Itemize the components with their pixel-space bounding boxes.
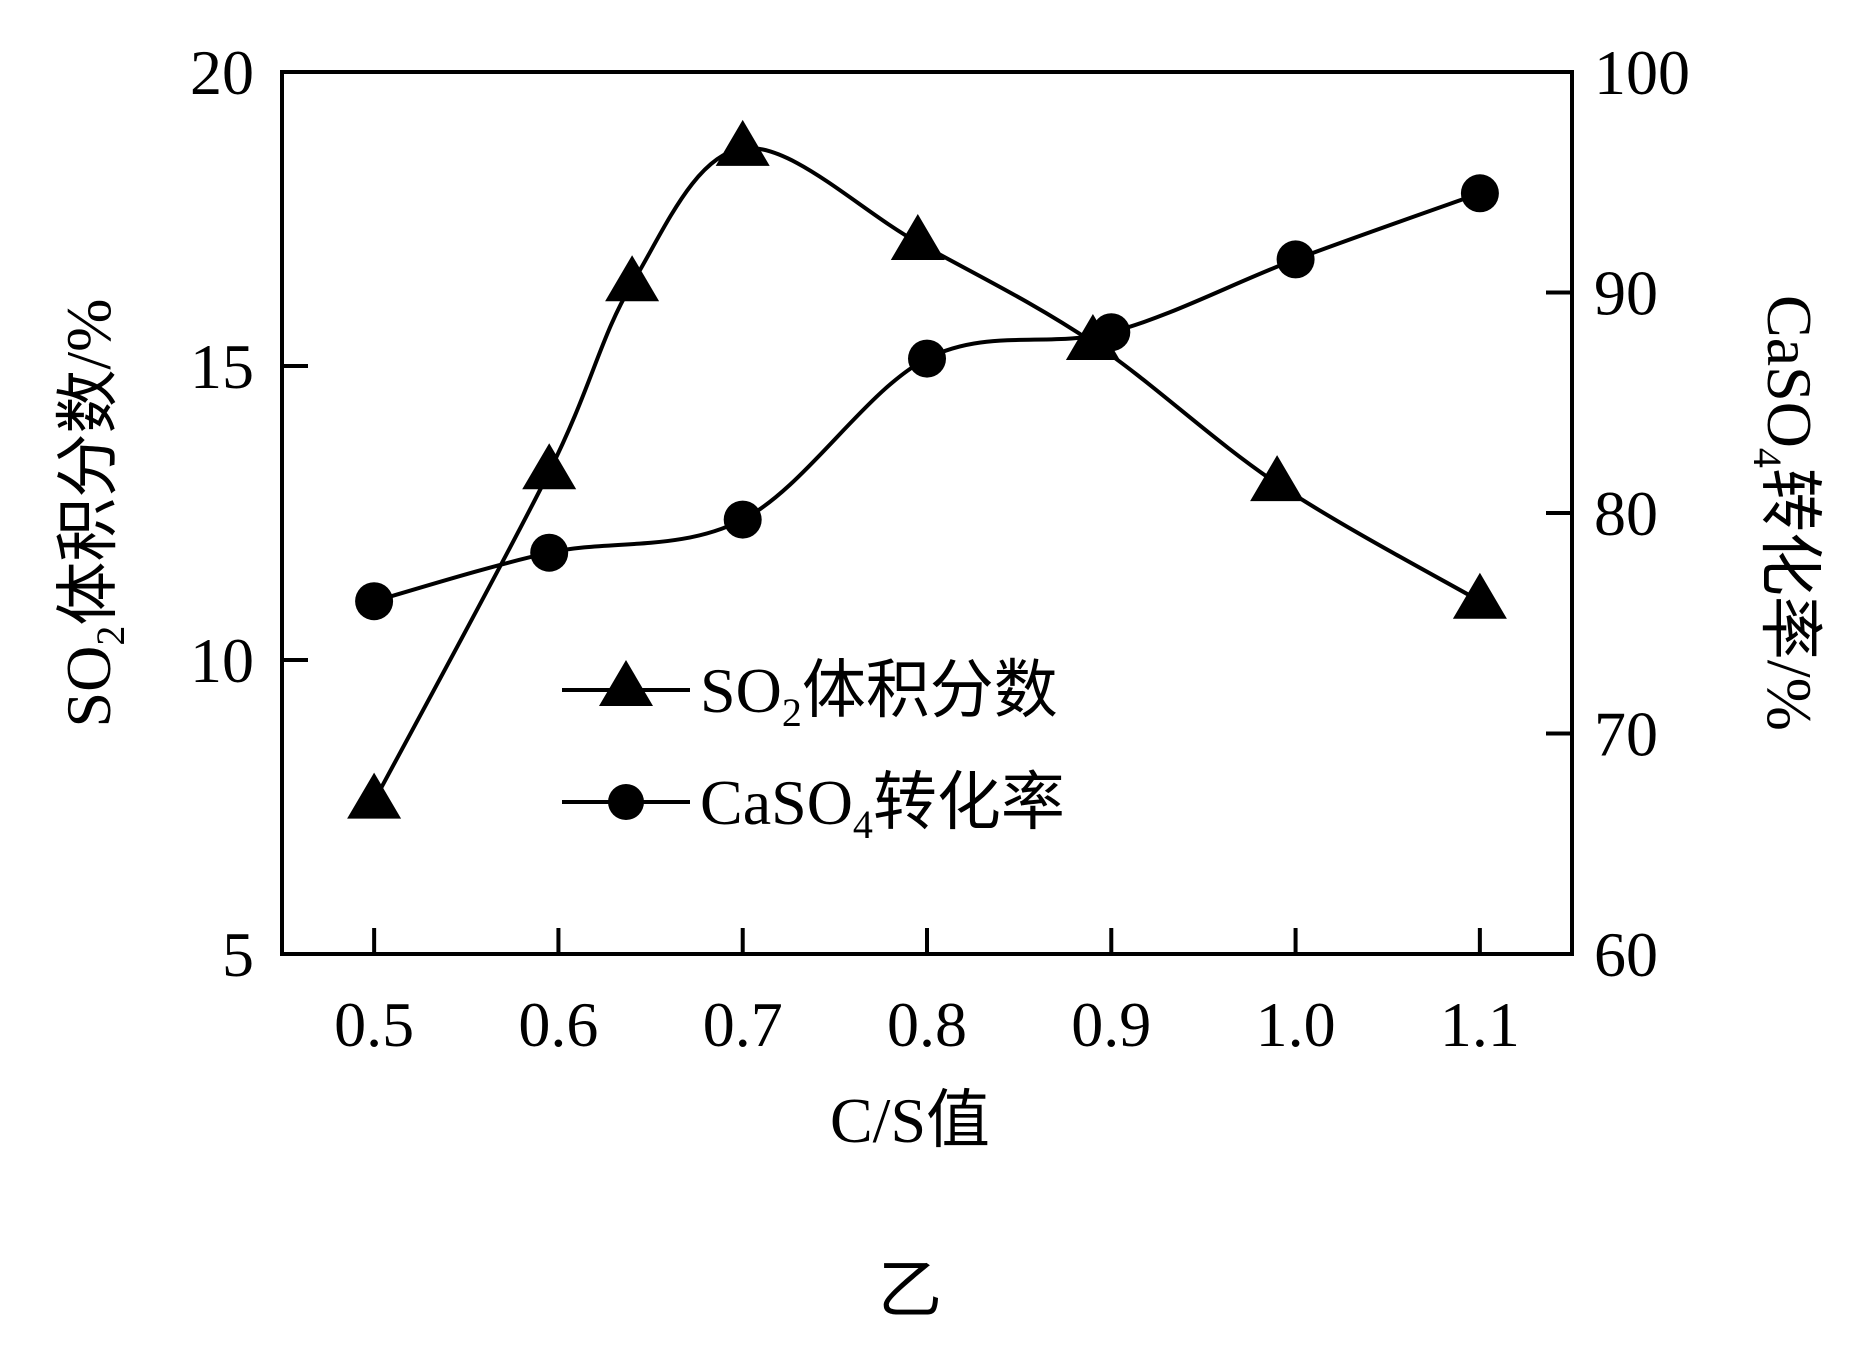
right-y-tick-label: 70 [1594, 699, 1658, 770]
circle-point [1460, 174, 1499, 213]
legend-label-caso4-sub: 4 [853, 802, 873, 847]
x-tick-label: 1.0 [1256, 989, 1336, 1060]
legend-label-so2-rest: 体积分数 [802, 655, 1058, 726]
triangle-point [605, 255, 660, 302]
legend-triangle-marker [599, 660, 653, 706]
series-so2 [347, 119, 1507, 819]
right-axis-title: CaSO4转化率/% [1745, 295, 1825, 731]
x-tick-label: 0.5 [334, 989, 414, 1060]
right-y-tick-label: 60 [1594, 919, 1658, 990]
triangle-point [1250, 455, 1305, 502]
x-axis-ticks: 0.5 0.6 0.7 0.8 0.9 1.0 1.1 [334, 928, 1520, 1060]
circle-point [355, 582, 394, 621]
left-axis-title-sub: 2 [88, 626, 133, 646]
triangle-point [1452, 572, 1507, 619]
legend-label-caso4: CaSO4转化率 [700, 767, 1065, 847]
series-caso4 [355, 174, 1499, 621]
right-axis-title-sub: 4 [1745, 448, 1790, 468]
triangle-point [890, 214, 945, 260]
legend-item-caso4: CaSO4转化率 [562, 767, 1065, 847]
left-axis-title-main: SO [53, 646, 124, 728]
figure-caption: 乙 [878, 1255, 942, 1326]
legend-circle-marker [608, 784, 644, 820]
right-y-tick-label: 90 [1594, 258, 1658, 329]
circle-point [723, 500, 762, 539]
x-tick-label: 0.6 [518, 989, 598, 1060]
triangle-point [347, 772, 402, 819]
left-axis-title-rest: 体积分数/% [53, 299, 124, 626]
legend-label-so2-sub: 2 [782, 690, 802, 735]
right-y-axis-ticks: 60 70 80 90 100 [1546, 37, 1690, 990]
legend-label-caso4-main: CaSO [700, 767, 853, 838]
right-axis-title-main: CaSO [1754, 295, 1825, 448]
right-y-tick-label: 100 [1594, 37, 1690, 108]
circle-point [530, 533, 569, 572]
x-tick-label: 0.7 [703, 989, 783, 1060]
left-axis-title: SO2体积分数/% [53, 299, 133, 728]
x-tick-label: 0.8 [887, 989, 967, 1060]
circle-point [1276, 240, 1315, 279]
x-tick-label: 1.1 [1440, 989, 1520, 1060]
x-axis-title: C/S值 [830, 1085, 990, 1156]
legend-label-caso4-rest: 转化率 [873, 767, 1065, 838]
left-y-axis-ticks: 5 10 15 20 [190, 37, 308, 990]
left-y-tick-label: 20 [190, 37, 254, 108]
right-y-tick-label: 80 [1594, 478, 1658, 549]
left-y-tick-label: 15 [190, 331, 254, 402]
legend-item-so2: SO2体积分数 [562, 655, 1058, 735]
left-y-tick-label: 10 [190, 625, 254, 696]
series-layer [347, 119, 1507, 819]
legend: SO2体积分数 CaSO4转化率 [562, 655, 1065, 847]
triangle-point [522, 443, 577, 490]
circle-point [1092, 313, 1131, 352]
x-tick-label: 0.9 [1071, 989, 1151, 1060]
circle-point [908, 339, 946, 378]
left-y-tick-label: 5 [222, 919, 254, 990]
triangle-point [715, 119, 770, 166]
legend-label-so2-main: SO [700, 655, 782, 726]
right-axis-title-rest: 转化率/% [1754, 468, 1825, 731]
legend-label-so2: SO2体积分数 [700, 655, 1058, 735]
